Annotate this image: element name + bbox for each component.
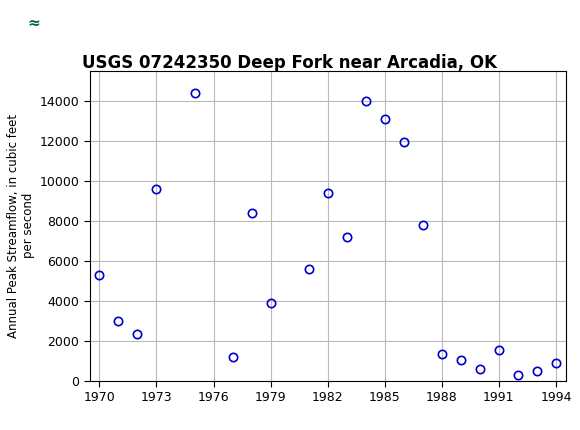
Y-axis label: Annual Peak Streamflow, in cubic feet
per second: Annual Peak Streamflow, in cubic feet pe…: [8, 114, 35, 338]
Text: USGS: USGS: [70, 15, 129, 34]
Text: USGS 07242350 Deep Fork near Arcadia, OK: USGS 07242350 Deep Fork near Arcadia, OK: [82, 54, 498, 72]
Text: ≈: ≈: [27, 16, 39, 31]
Bar: [6, 4, 61, 46]
